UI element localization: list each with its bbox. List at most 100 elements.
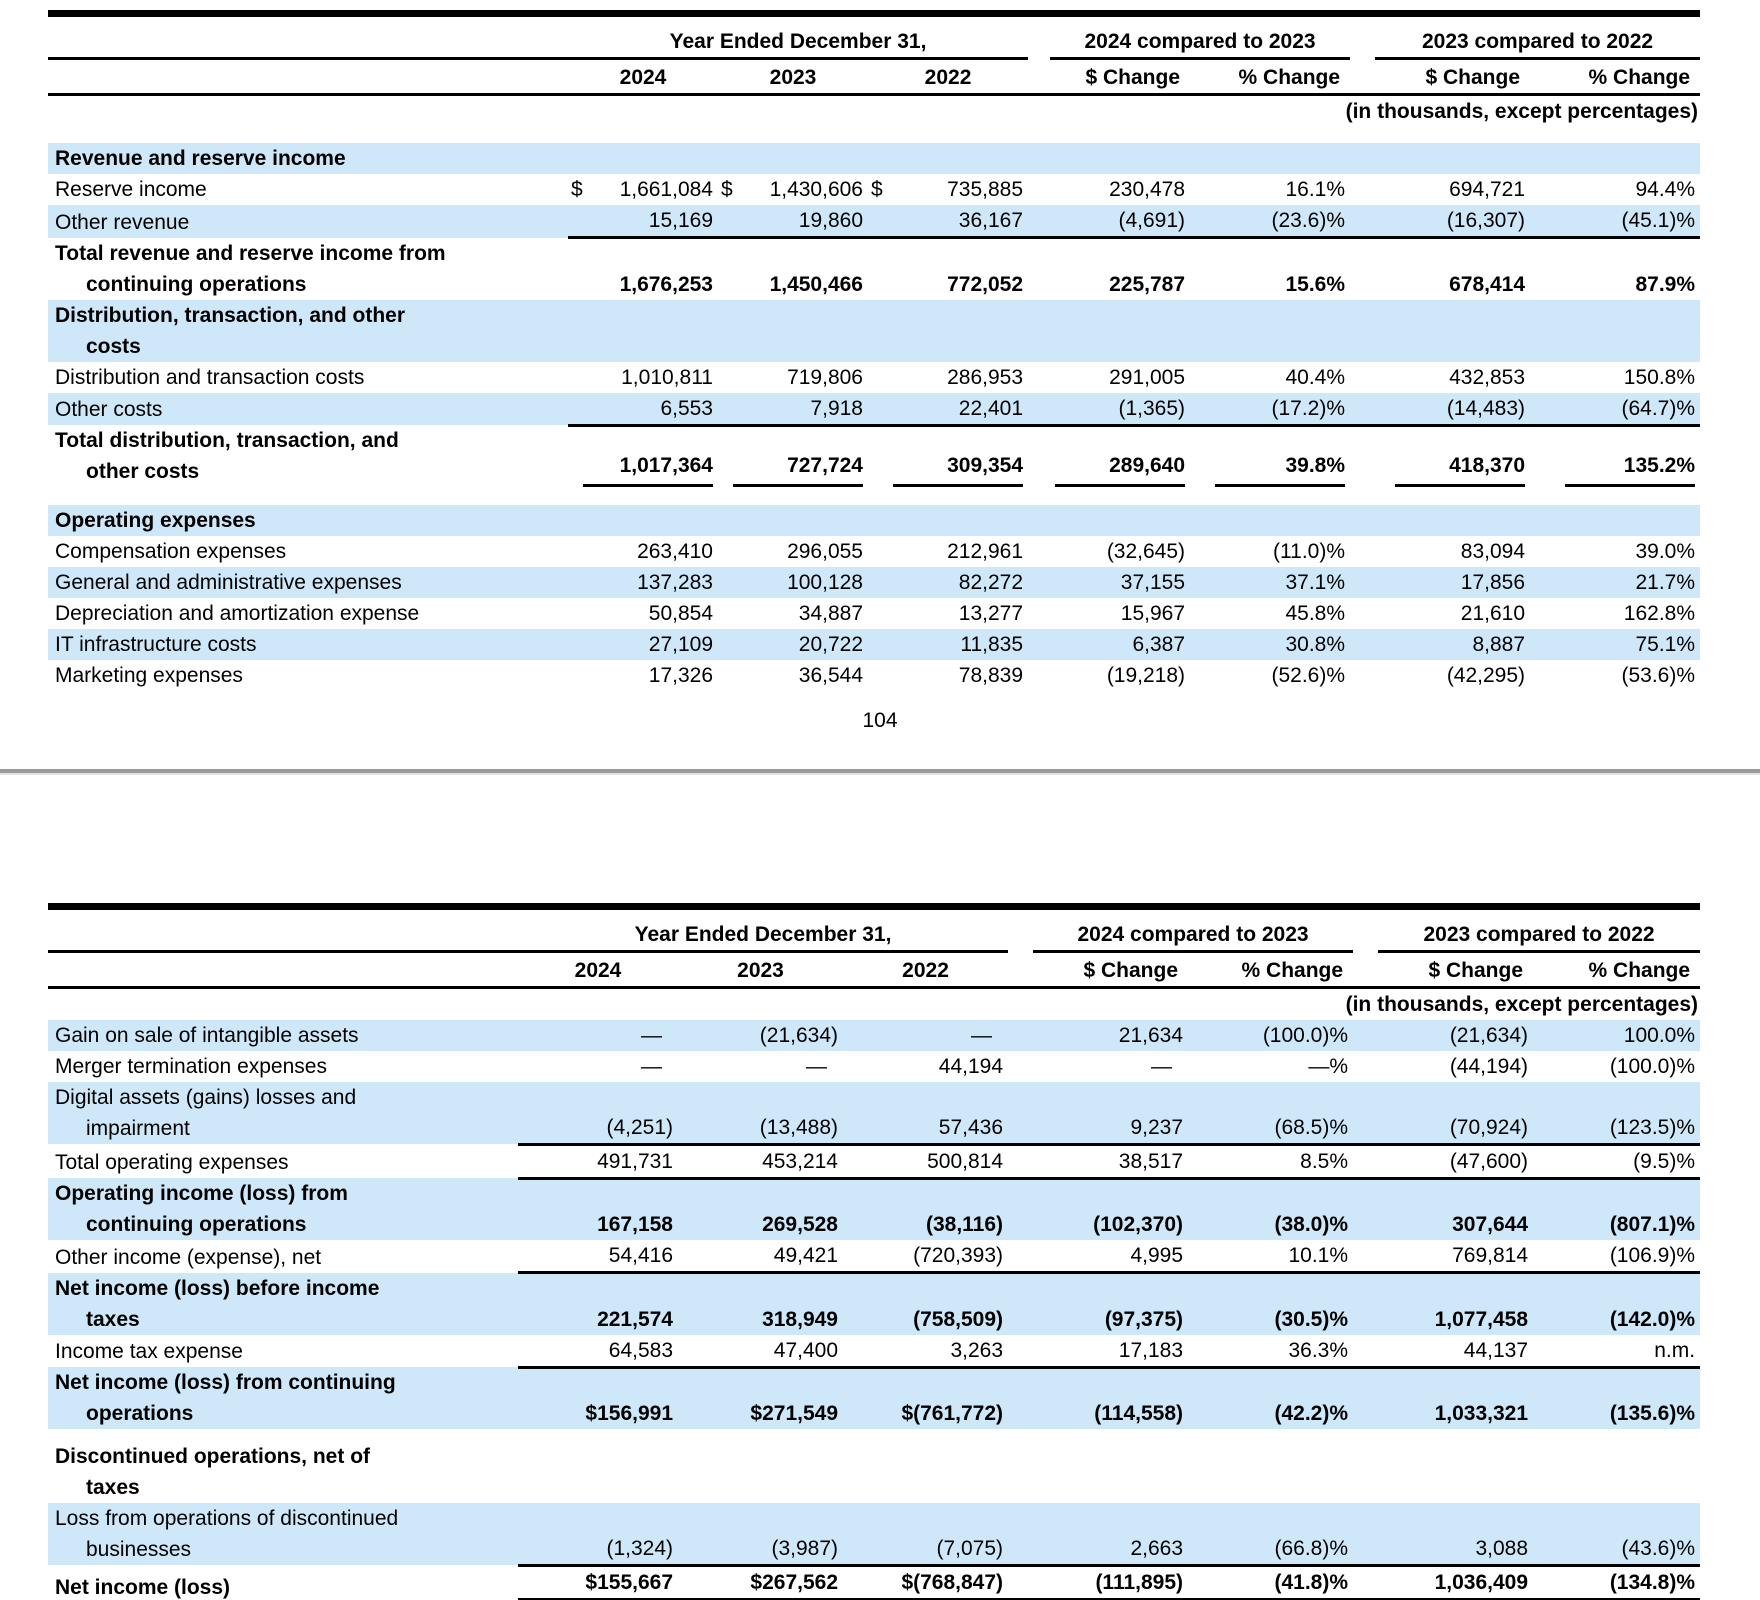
column-header-dollar-change: $ Change (1033, 951, 1189, 989)
year-ended-header: Year Ended December 31, (568, 13, 1029, 60)
amount: (114,558) (1094, 1402, 1184, 1425)
amount: 10.1% (1288, 1244, 1349, 1267)
column-spacer (1353, 1082, 1379, 1146)
cell-value: (1,324) (518, 1503, 678, 1567)
table-row: IT infrastructure costs 27,109 20,722 11,83… (48, 629, 1701, 660)
cell-value: 37,155 (1050, 567, 1191, 598)
row-label-line: Operating income (loss) from (55, 1182, 348, 1205)
cell-value: 15.6% (1190, 238, 1350, 300)
cell-value (868, 299, 1029, 362)
row-label-line: Net income (loss) before income (55, 1276, 380, 1300)
row-label-line: Net income (loss) (55, 1575, 231, 1599)
amount: 21,610 (1460, 602, 1526, 625)
cell-value (568, 299, 718, 362)
cell-value (1050, 489, 1191, 536)
row-label-line: operations (86, 1402, 194, 1425)
amount: (32,645) (1106, 540, 1186, 563)
cell-value: (16,307) (1375, 205, 1531, 239)
row-label: Income tax expense (48, 1335, 518, 1368)
column-spacer (1008, 1565, 1034, 1600)
column-spacer (1028, 174, 1050, 205)
row-label: Distribution, transaction, and other cost… (48, 299, 568, 362)
amount: 167,158 (597, 1213, 673, 1236)
amount: 22,401 (958, 396, 1024, 420)
table-row: Net income (loss) $155,667 $267,562 $(768,8… (48, 1565, 1701, 1600)
amount: 34,887 (798, 602, 863, 625)
header-columns-row: 2024 2023 2022 $ Change % Change $ Chang… (48, 58, 1701, 96)
amount: 1,450,466 (769, 272, 863, 296)
amount: (52.6)% (1271, 664, 1346, 687)
row-label-line: Compensation expenses (55, 540, 287, 563)
cell-value: (47,600) (1378, 1144, 1534, 1180)
row-label-line: Other income (expense), net (55, 1245, 322, 1269)
cell-value: 40.4% (1190, 362, 1350, 393)
income-statement-table-page1: Year Ended December 31, 2024 compared to… (48, 10, 1701, 691)
cell-value: $1,661,084 (568, 174, 718, 205)
amount: 269,528 (762, 1213, 838, 1236)
amount: 3,088 (1475, 1536, 1529, 1560)
cell-value: 4,995 (1033, 1240, 1189, 1274)
cell-value: (38.0)% (1188, 1178, 1354, 1240)
cell-value: 225,787 (1050, 238, 1190, 300)
cell-value: 318,949 (678, 1272, 843, 1335)
cell-value: 135.2% (1530, 425, 1700, 497)
cell-value: 150.8% (1530, 362, 1700, 393)
column-spacer (1350, 629, 1376, 660)
cell-value: 15,967 (1050, 598, 1190, 629)
cell-value (678, 1429, 843, 1503)
cell-value: (42,295) (1375, 660, 1530, 691)
amount: 38,517 (1118, 1149, 1184, 1173)
row-label: Merger termination expenses (48, 1051, 518, 1082)
column-spacer (1353, 1178, 1379, 1240)
cell-value: 309,354 (868, 425, 1028, 497)
column-spacer (1028, 536, 1050, 567)
amount: 11,835 (960, 633, 1024, 656)
column-spacer (1353, 1367, 1379, 1435)
amount: 1,676,253 (619, 272, 713, 296)
cell-value (843, 1429, 1009, 1503)
table-row: Net income (loss) from continuing operati… (48, 1367, 1701, 1435)
row-label-line: Other revenue (55, 210, 190, 234)
column-spacer (1350, 489, 1376, 536)
cell-value (1190, 299, 1351, 362)
cell-value: 21,610 (1375, 598, 1530, 629)
amount: 17,856 (1460, 571, 1526, 594)
column-spacer (1350, 425, 1375, 497)
cell-value: 6,387 (1050, 629, 1191, 660)
cell-value: (100.0)% (1188, 1020, 1354, 1051)
page-separator (0, 769, 1760, 775)
row-label: Other revenue (48, 205, 568, 238)
cell-value: (97,375) (1033, 1272, 1189, 1335)
cell-value: (17.2)% (1190, 392, 1351, 427)
amount: 212,961 (947, 540, 1024, 563)
cell-value: (52.6)% (1190, 660, 1350, 691)
row-label: Other costs (48, 392, 568, 425)
cell-value: (14,483) (1375, 392, 1531, 427)
amount: 678,414 (1449, 272, 1526, 296)
cell-value: 1,676,253 (568, 238, 718, 300)
cell-value: 296,055 (718, 536, 868, 567)
amount: 1,017,364 (583, 450, 713, 487)
cell-value: $155,667 (518, 1565, 678, 1600)
amount: (13,488) (759, 1115, 838, 1139)
row-label-line: Digital assets (gains) losses and (55, 1086, 357, 1109)
amount: — (1151, 1055, 1173, 1078)
cell-value: $(761,772) (843, 1367, 1009, 1435)
amount: 39.0% (1635, 540, 1696, 563)
amount: 45.8% (1285, 602, 1346, 625)
amount: 13,277 (958, 602, 1024, 625)
table-row: Loss from operations of discontinued busi… (48, 1503, 1701, 1567)
cell-value: 44,137 (1378, 1334, 1534, 1369)
cell-value (868, 489, 1029, 536)
column-spacer (1008, 1367, 1034, 1435)
amount: 49,421 (773, 1244, 838, 1267)
amount: (7,075) (936, 1536, 1004, 1560)
cell-value: — (518, 1051, 678, 1082)
amount: $271,549 (750, 1402, 838, 1425)
cell-value: 50,854 (568, 598, 718, 629)
column-spacer (1350, 536, 1375, 567)
amount: — (806, 1055, 827, 1078)
section-header-row: Discontinued operations, net of taxes (48, 1429, 1701, 1503)
cell-value: 27,109 (568, 629, 718, 660)
row-label: Gain on sale of intangible assets (48, 1020, 518, 1051)
